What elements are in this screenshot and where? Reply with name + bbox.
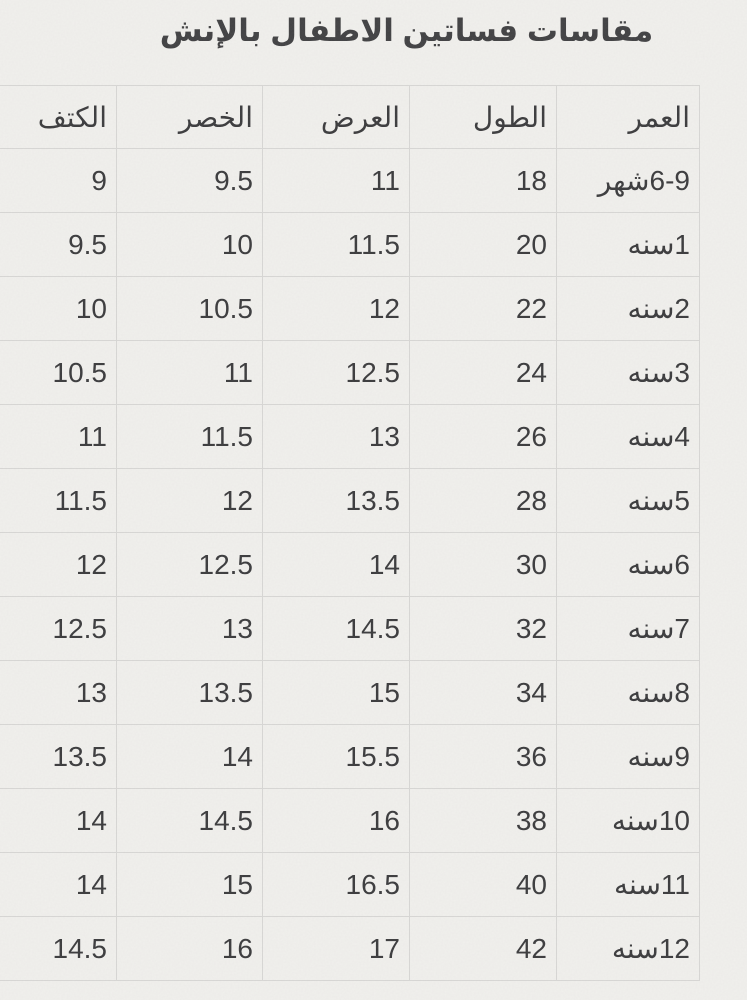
table-row: 10سنه 38 16 14.5 14 <box>0 788 700 853</box>
table-row: 9سنه 36 15.5 14 13.5 <box>0 724 700 789</box>
table-header-row: العمر الطول العرض الخصر الكتف <box>0 85 700 149</box>
cell-waist: 13.5 <box>116 660 263 725</box>
cell-length: 40 <box>409 852 557 917</box>
cell-age: 7سنه <box>556 596 700 661</box>
cell-age: 11سنه <box>556 852 700 917</box>
cell-shoulder: 14 <box>0 788 117 853</box>
table-row: 3سنه 24 12.5 11 10.5 <box>0 340 700 405</box>
cell-width: 15 <box>262 660 410 725</box>
cell-age: 6سنه <box>556 532 700 597</box>
cell-length: 28 <box>409 468 557 533</box>
cell-width: 12 <box>262 276 410 341</box>
cell-width: 12.5 <box>262 340 410 405</box>
cell-length: 30 <box>409 532 557 597</box>
cell-length: 18 <box>409 148 557 213</box>
cell-shoulder: 14.5 <box>0 916 117 981</box>
cell-age: 5سنه <box>556 468 700 533</box>
cell-width: 13.5 <box>262 468 410 533</box>
cell-waist: 14.5 <box>116 788 263 853</box>
cell-length: 34 <box>409 660 557 725</box>
cell-age: 4سنه <box>556 404 700 469</box>
cell-width: 14.5 <box>262 596 410 661</box>
cell-length: 24 <box>409 340 557 405</box>
table-row: 12سنه 42 17 16 14.5 <box>0 916 700 981</box>
cell-waist: 14 <box>116 724 263 789</box>
cell-shoulder: 12.5 <box>0 596 117 661</box>
table-row: 5سنه 28 13.5 12 11.5 <box>0 468 700 533</box>
cell-length: 22 <box>409 276 557 341</box>
cell-shoulder: 14 <box>0 852 117 917</box>
cell-shoulder: 13 <box>0 660 117 725</box>
cell-age: 6-9شهر <box>556 148 700 213</box>
col-header-length: الطول <box>409 85 557 149</box>
cell-waist: 11.5 <box>116 404 263 469</box>
cell-length: 38 <box>409 788 557 853</box>
cell-shoulder: 9 <box>0 148 117 213</box>
size-table: العمر الطول العرض الخصر الكتف 6-9شهر 18 … <box>0 85 700 981</box>
cell-shoulder: 12 <box>0 532 117 597</box>
cell-width: 13 <box>262 404 410 469</box>
cell-shoulder: 11 <box>0 404 117 469</box>
table-row: 7سنه 32 14.5 13 12.5 <box>0 596 700 661</box>
cell-age: 10سنه <box>556 788 700 853</box>
cell-waist: 10 <box>116 212 263 277</box>
cell-waist: 9.5 <box>116 148 263 213</box>
cell-waist: 15 <box>116 852 263 917</box>
cell-shoulder: 10.5 <box>0 340 117 405</box>
table-row: 11سنه 40 16.5 15 14 <box>0 852 700 917</box>
cell-length: 36 <box>409 724 557 789</box>
cell-length: 26 <box>409 404 557 469</box>
cell-age: 12سنه <box>556 916 700 981</box>
col-header-width: العرض <box>262 85 410 149</box>
col-header-age: العمر <box>556 85 700 149</box>
cell-width: 11 <box>262 148 410 213</box>
cell-length: 42 <box>409 916 557 981</box>
table-row: 6-9شهر 18 11 9.5 9 <box>0 148 700 213</box>
col-header-waist: الخصر <box>116 85 263 149</box>
table-row: 4سنه 26 13 11.5 11 <box>0 404 700 469</box>
table-row: 8سنه 34 15 13.5 13 <box>0 660 700 725</box>
cell-waist: 10.5 <box>116 276 263 341</box>
cell-shoulder: 13.5 <box>0 724 117 789</box>
cell-width: 17 <box>262 916 410 981</box>
cell-width: 11.5 <box>262 212 410 277</box>
cell-waist: 13 <box>116 596 263 661</box>
cell-shoulder: 11.5 <box>0 468 117 533</box>
cell-age: 9سنه <box>556 724 700 789</box>
page-title: مقاسات فساتين الاطفال بالإنش <box>159 13 654 48</box>
col-header-shoulder: الكتف <box>0 85 117 149</box>
cell-length: 20 <box>409 212 557 277</box>
cell-age: 3سنه <box>556 340 700 405</box>
cell-age: 2سنه <box>556 276 700 341</box>
cell-waist: 11 <box>116 340 263 405</box>
cell-waist: 16 <box>116 916 263 981</box>
table-row: 1سنه 20 11.5 10 9.5 <box>0 212 700 277</box>
size-table-container: العمر الطول العرض الخصر الكتف 6-9شهر 18 … <box>0 85 700 981</box>
cell-waist: 12.5 <box>116 532 263 597</box>
cell-length: 32 <box>409 596 557 661</box>
cell-waist: 12 <box>116 468 263 533</box>
cell-shoulder: 9.5 <box>0 212 117 277</box>
cell-width: 16.5 <box>262 852 410 917</box>
cell-age: 1سنه <box>556 212 700 277</box>
cell-age: 8سنه <box>556 660 700 725</box>
cell-width: 15.5 <box>262 724 410 789</box>
table-row: 6سنه 30 14 12.5 12 <box>0 532 700 597</box>
cell-width: 16 <box>262 788 410 853</box>
cell-shoulder: 10 <box>0 276 117 341</box>
table-row: 2سنه 22 12 10.5 10 <box>0 276 700 341</box>
cell-width: 14 <box>262 532 410 597</box>
